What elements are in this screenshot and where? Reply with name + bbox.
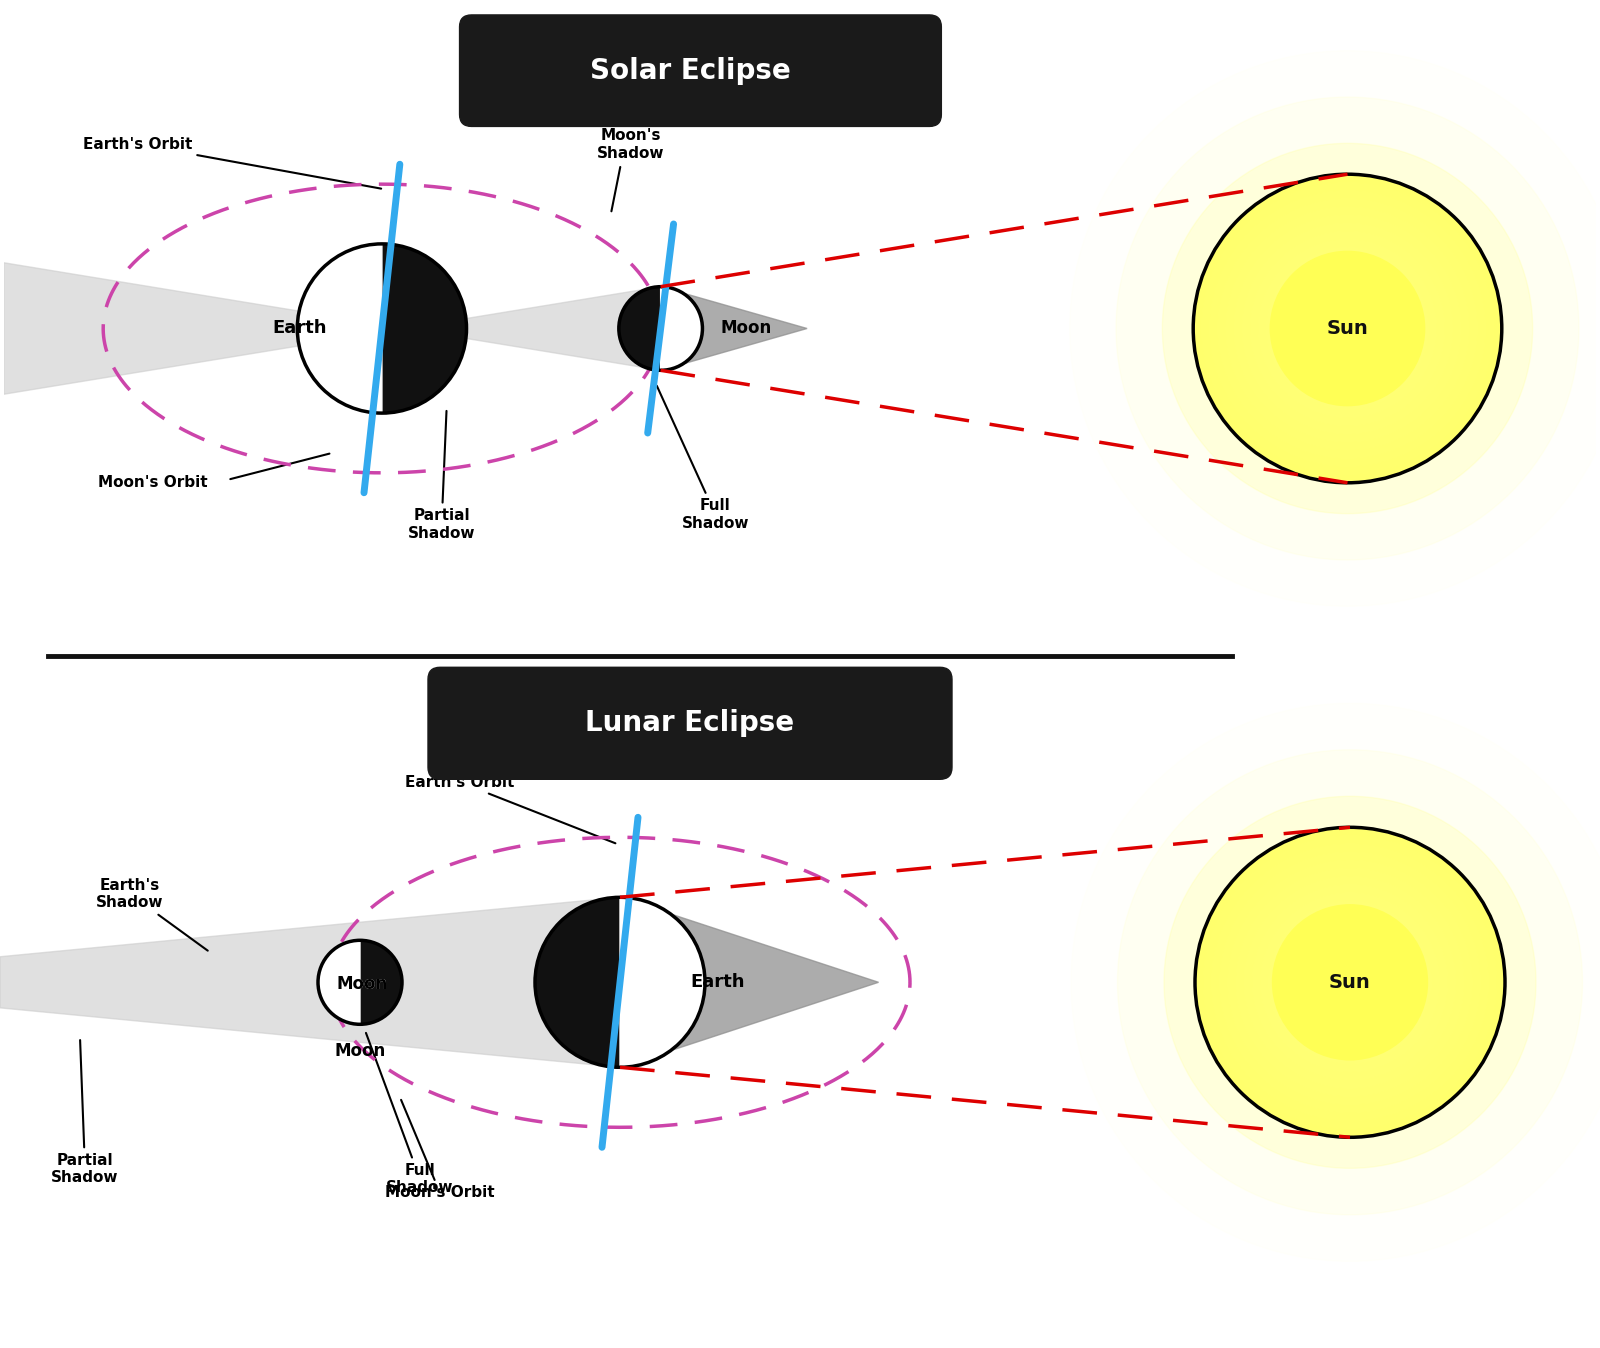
Polygon shape — [661, 287, 806, 371]
Circle shape — [1202, 182, 1494, 474]
Circle shape — [1210, 190, 1485, 466]
Circle shape — [1070, 704, 1600, 1262]
Wedge shape — [534, 898, 621, 1068]
Circle shape — [1277, 909, 1424, 1055]
Circle shape — [1243, 876, 1456, 1088]
Text: Moon's
Shadow: Moon's Shadow — [597, 128, 664, 160]
Circle shape — [1203, 836, 1498, 1130]
Circle shape — [1195, 828, 1506, 1138]
Circle shape — [1293, 925, 1406, 1039]
Text: Moon: Moon — [336, 976, 387, 993]
Circle shape — [1258, 239, 1437, 418]
Circle shape — [1299, 280, 1397, 377]
Polygon shape — [0, 898, 621, 1068]
Text: Solar Eclipse: Solar Eclipse — [590, 57, 790, 85]
Wedge shape — [318, 941, 360, 1024]
Wedge shape — [661, 287, 702, 371]
Circle shape — [1342, 975, 1358, 991]
Circle shape — [1325, 958, 1374, 1007]
Text: Sun: Sun — [1326, 319, 1368, 338]
Circle shape — [1275, 255, 1421, 402]
Text: Earth: Earth — [272, 319, 326, 337]
Circle shape — [1285, 917, 1416, 1047]
Circle shape — [1235, 868, 1464, 1096]
Circle shape — [1218, 198, 1477, 458]
Circle shape — [1315, 297, 1379, 361]
Text: Earth's Orbit: Earth's Orbit — [83, 137, 381, 189]
Circle shape — [1070, 51, 1600, 607]
Circle shape — [1117, 749, 1582, 1215]
Circle shape — [1253, 884, 1448, 1080]
Circle shape — [1307, 288, 1389, 369]
Text: Partial
Shadow: Partial Shadow — [408, 411, 475, 541]
Text: Moon: Moon — [336, 976, 387, 993]
Wedge shape — [621, 898, 706, 1068]
Circle shape — [1266, 247, 1429, 410]
Circle shape — [1269, 900, 1432, 1064]
Circle shape — [1270, 251, 1424, 406]
Circle shape — [1261, 892, 1440, 1072]
Circle shape — [1219, 852, 1480, 1113]
Circle shape — [1117, 97, 1579, 559]
Polygon shape — [621, 898, 878, 1068]
Circle shape — [1301, 933, 1398, 1031]
Circle shape — [1323, 305, 1371, 353]
Circle shape — [1165, 797, 1536, 1169]
Text: Moon: Moon — [720, 319, 771, 337]
Text: dreamstime.com: dreamstime.com — [32, 1316, 150, 1329]
Circle shape — [1250, 231, 1445, 426]
Wedge shape — [619, 287, 661, 371]
Circle shape — [1162, 143, 1533, 514]
Circle shape — [1334, 967, 1366, 999]
Circle shape — [1339, 321, 1355, 337]
Circle shape — [1242, 222, 1453, 434]
FancyBboxPatch shape — [429, 667, 952, 779]
Text: Moon's Orbit: Moon's Orbit — [386, 1100, 494, 1200]
Circle shape — [1194, 174, 1502, 483]
Polygon shape — [3, 263, 661, 394]
Wedge shape — [382, 244, 467, 412]
Text: Lunar Eclipse: Lunar Eclipse — [586, 709, 795, 737]
Text: Earth: Earth — [690, 973, 744, 991]
Text: Moon's Orbit: Moon's Orbit — [98, 476, 208, 491]
Circle shape — [1283, 263, 1413, 394]
FancyBboxPatch shape — [459, 15, 941, 127]
Circle shape — [1272, 905, 1427, 1060]
Circle shape — [1226, 206, 1469, 450]
Circle shape — [1234, 214, 1461, 442]
Text: Partial
Shadow: Partial Shadow — [51, 1041, 118, 1185]
Circle shape — [1317, 950, 1382, 1015]
Text: Earth's
Shadow: Earth's Shadow — [96, 878, 208, 950]
Circle shape — [1331, 313, 1363, 345]
Text: Sun: Sun — [1330, 973, 1371, 992]
Wedge shape — [360, 941, 402, 1024]
Wedge shape — [298, 244, 382, 412]
Circle shape — [1227, 860, 1472, 1104]
Text: ID 92184195  © Udaix4: ID 92184195 © Udaix4 — [1392, 1316, 1541, 1329]
Text: Moon: Moon — [334, 1042, 386, 1061]
Text: Full
Shadow: Full Shadow — [658, 386, 749, 531]
Circle shape — [1291, 272, 1405, 386]
Circle shape — [1309, 941, 1390, 1023]
Text: Earth's Orbit: Earth's Orbit — [405, 775, 616, 844]
Text: Full
Shadow: Full Shadow — [366, 1033, 454, 1196]
Circle shape — [1211, 844, 1488, 1122]
